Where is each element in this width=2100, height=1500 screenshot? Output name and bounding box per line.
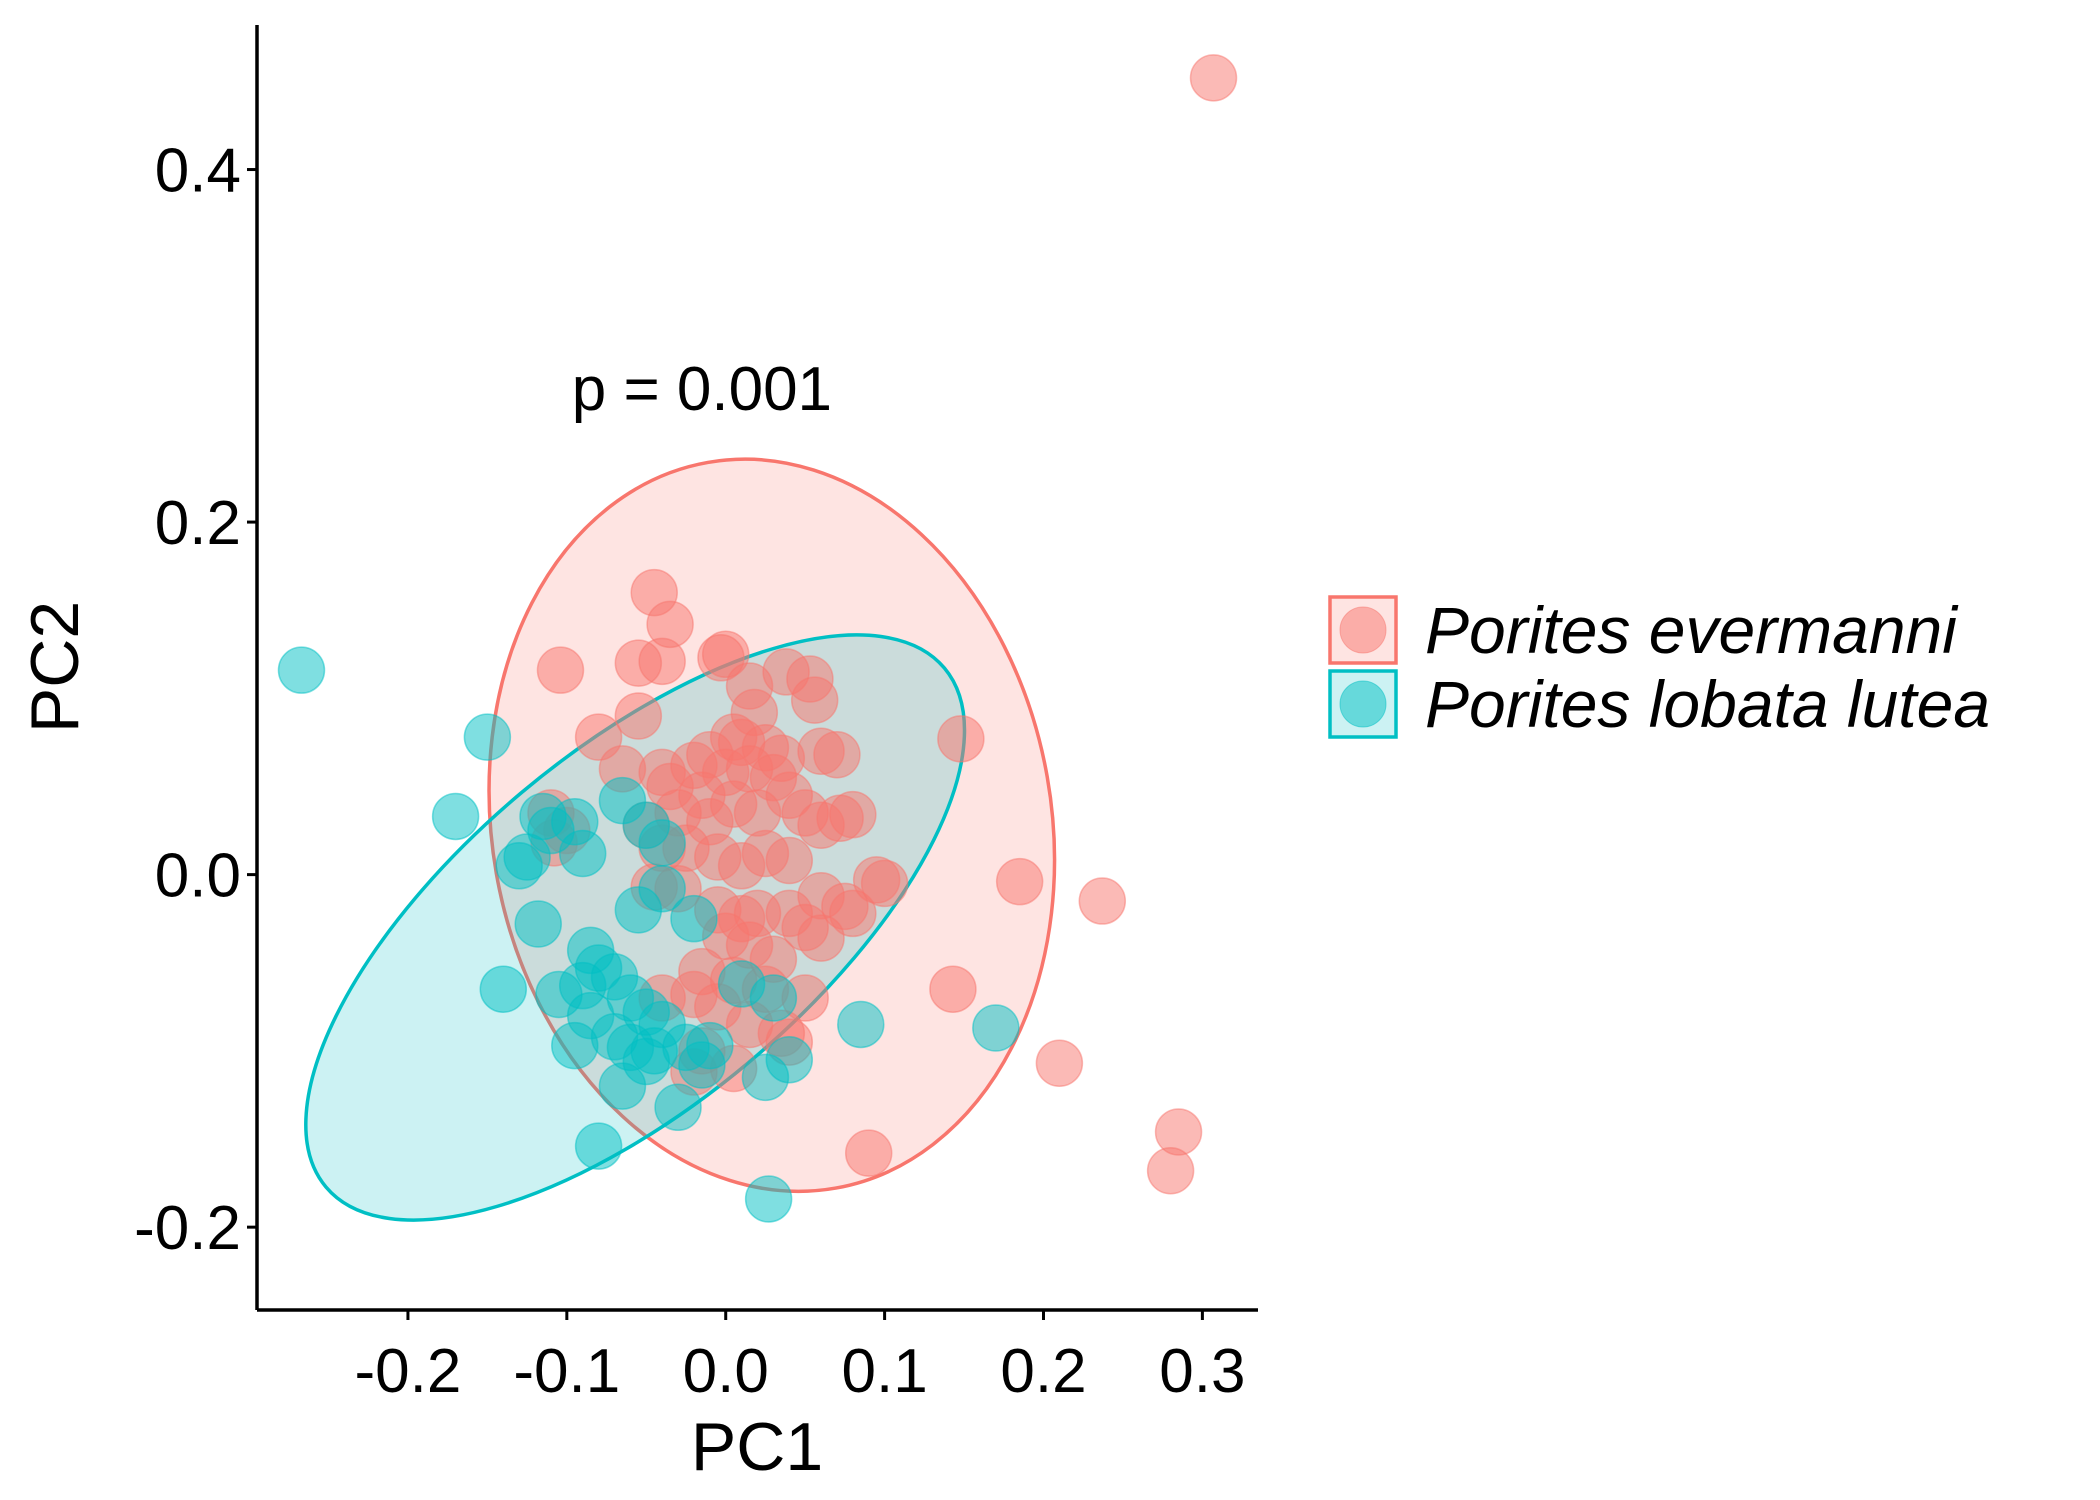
x-tick-label: 0.0 [683, 1337, 769, 1406]
legend-marker-lobata-lutea [1339, 680, 1387, 728]
data-point [844, 1129, 893, 1177]
data-point [431, 792, 480, 841]
data-point [837, 1000, 885, 1049]
legend-label-evermanni: Porites evermanni [1425, 593, 1959, 667]
data-point [598, 1062, 647, 1110]
data-point [463, 713, 512, 761]
data-point [277, 646, 326, 694]
data-point [797, 914, 845, 962]
data-point [678, 1041, 726, 1089]
data-point [654, 1083, 702, 1132]
legend-marker-evermanni [1339, 606, 1387, 654]
data-point [733, 789, 782, 837]
x-tick-label: 0.2 [1000, 1337, 1086, 1406]
data-point [860, 859, 909, 908]
data-point [479, 965, 528, 1013]
data-point [829, 790, 877, 839]
p-value-annotation: p = 0.001 [572, 355, 832, 424]
y-tick-label: -0.2 [134, 1194, 241, 1263]
data-point [765, 836, 814, 885]
data-point [1078, 877, 1127, 925]
x-axis-title: PC1 [691, 1409, 823, 1485]
data-point [670, 894, 718, 943]
data-point [551, 1021, 599, 1070]
data-point [536, 646, 585, 694]
y-tick-label: 0.2 [155, 489, 241, 558]
data-point [741, 1053, 790, 1102]
legend: Porites evermanni Porites lobata lutea [1328, 593, 1990, 741]
x-tick-label: -0.2 [355, 1337, 462, 1406]
y-tick-label: 0.4 [155, 137, 241, 206]
x-tick-label: 0.1 [842, 1337, 928, 1406]
x-axis-ticks: -0.2 -0.1 0.0 0.1 0.2 0.3 [355, 1310, 1245, 1406]
data-point [574, 1122, 623, 1170]
data-point [1035, 1039, 1084, 1087]
data-point [790, 676, 839, 724]
data-point [829, 889, 877, 938]
data-point [929, 965, 977, 1013]
data-points [277, 54, 1238, 1223]
data-point [937, 715, 985, 763]
y-axis-title: PC2 [17, 601, 93, 733]
data-point [614, 692, 663, 740]
data-point [638, 864, 686, 913]
data-point [495, 842, 543, 890]
data-point [813, 731, 861, 779]
data-point [1189, 54, 1238, 102]
x-tick-label: 0.3 [1159, 1337, 1245, 1406]
data-point [1146, 1146, 1195, 1195]
data-point [1154, 1108, 1203, 1156]
legend-label-lobata-lutea: Porites lobata lutea [1425, 667, 1990, 741]
data-point [972, 1004, 1020, 1052]
data-point [638, 819, 686, 867]
y-axis-ticks: -0.2 0.0 0.2 0.4 [134, 137, 257, 1263]
data-point [558, 829, 607, 878]
data-point [514, 900, 562, 948]
data-point [614, 639, 663, 687]
data-point [744, 1175, 793, 1223]
data-point [995, 857, 1044, 906]
data-point [749, 974, 798, 1022]
x-tick-label: -0.1 [513, 1337, 620, 1406]
y-tick-label: 0.0 [155, 842, 241, 911]
